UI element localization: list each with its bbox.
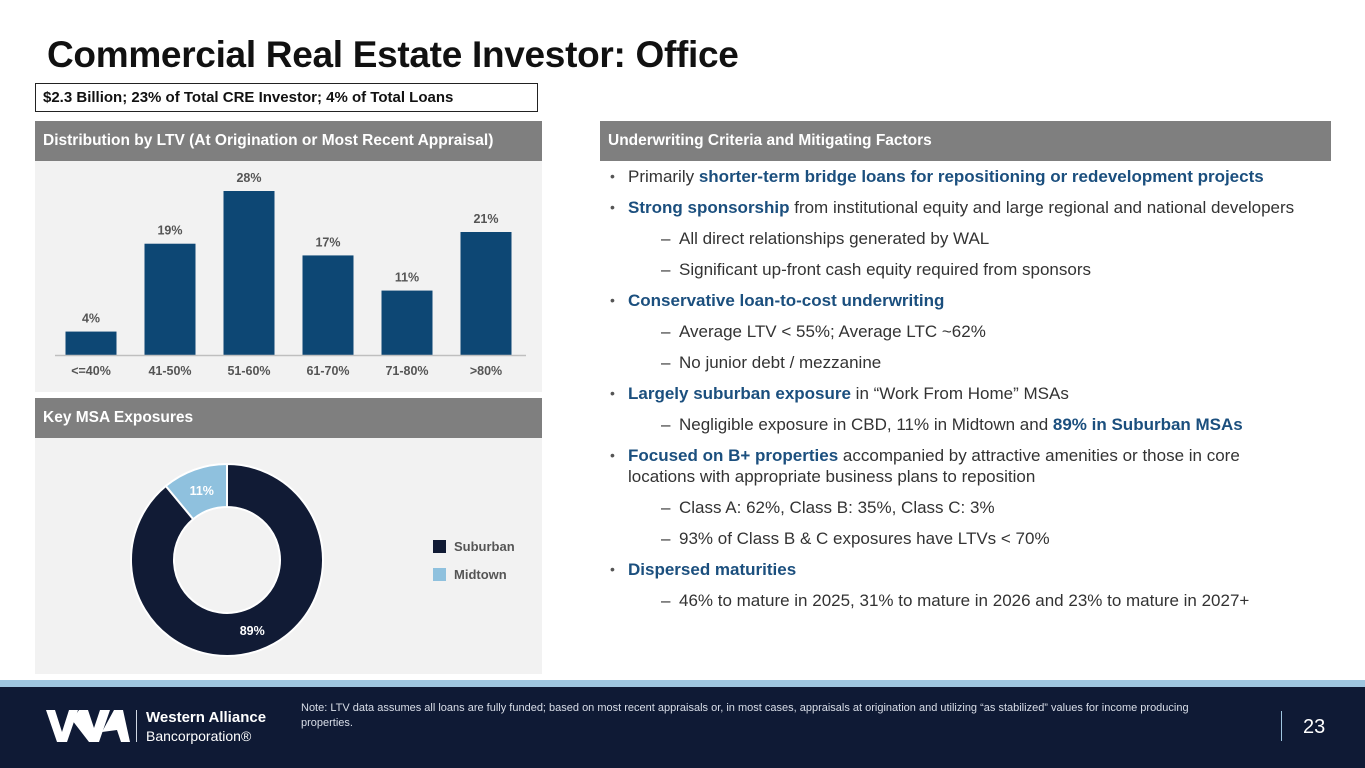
bullet-highlight: shorter-term bridge loans for reposition… xyxy=(698,167,1264,186)
sub-bullet-text: Average LTV < 55%; Average LTC ~62% xyxy=(679,322,986,341)
sub-bullet-dash: – xyxy=(661,591,671,610)
sub-bullet: – Negligible exposure in CBD, 11% in Midt… xyxy=(610,414,1300,435)
ltv-bar xyxy=(302,255,354,355)
sub-bullet-text: No junior debt / mezzanine xyxy=(679,353,882,372)
sub-bullet-text: Significant up-front cash equity require… xyxy=(679,260,1091,279)
bullet-loan-to-cost: • Conservative loan-to-cost underwriting xyxy=(610,290,1300,311)
msa-chart-panel: 89% 11% Suburban Midtown xyxy=(35,438,542,674)
ltv-data-label: 21% xyxy=(473,212,498,226)
ltv-category-label: 41-50% xyxy=(148,364,191,378)
bullet-highlight: Strong sponsorship xyxy=(628,198,790,217)
company-logo-icon xyxy=(46,710,130,742)
bullet-sponsorship: • Strong sponsorship from institutional e… xyxy=(610,197,1300,218)
sub-bullet-text: Class A: 62%, Class B: 35%, Class C: 3% xyxy=(679,498,995,517)
brand-name: Western Alliance xyxy=(146,709,267,726)
ltv-category-label: 71-80% xyxy=(385,364,428,378)
bullet-suburban: • Largely suburban exposure in “Work From… xyxy=(610,383,1300,404)
bullet-dot: • xyxy=(610,385,615,401)
underwriting-header: Underwriting Criteria and Mitigating Fac… xyxy=(600,121,1331,161)
ltv-bar xyxy=(381,290,433,355)
sub-bullet-text: All direct relationships generated by WA… xyxy=(679,229,990,248)
brand-divider xyxy=(136,710,137,742)
bullet-dot: • xyxy=(610,561,615,577)
midtown-swatch xyxy=(433,568,446,581)
ltv-category-label: <=40% xyxy=(71,364,111,378)
bullet-b-plus: • Focused on B+ properties accompanied by… xyxy=(610,445,1300,487)
bullet-dot: • xyxy=(610,199,615,215)
ltv-data-label: 11% xyxy=(395,271,419,285)
ltv-data-label: 4% xyxy=(82,312,100,326)
summary-box: $2.3 Billion; 23% of Total CRE Investor;… xyxy=(35,83,538,112)
bullet-highlight: Focused on B+ properties xyxy=(628,446,839,465)
sub-bullet-text: 93% of Class B & C exposures have LTVs <… xyxy=(679,529,1050,548)
bullet-text: accompanied by attractive amenities or t… xyxy=(628,446,1240,486)
donut-slice-midtown xyxy=(164,462,228,521)
sub-bullet-dash: – xyxy=(661,498,671,517)
ltv-bar-chart: 4% <=40% 19% 41-50% 28% 51-60% 17% 61-70% 11% 71-… xyxy=(55,171,526,378)
sub-bullet-dash: – xyxy=(661,415,671,434)
donut-slice-suburban xyxy=(130,462,324,657)
page-number: 23 xyxy=(1303,716,1326,738)
ltv-bar xyxy=(460,232,512,355)
suburban-swatch xyxy=(433,540,446,553)
sub-bullet: – Average LTV < 55%; Average LTC ~62% xyxy=(610,321,1300,342)
ltv-chart-panel: 4% <=40% 19% 41-50% 28% 51-60% 17% 61-70% 11% 71-… xyxy=(35,161,542,392)
sub-bullet-dash: – xyxy=(661,353,671,372)
legend-midtown-label: Midtown xyxy=(454,567,507,582)
bullet-highlight: Dispersed maturities xyxy=(628,560,797,579)
sub-bullet-text: 46% to mature in 2025, 31% to mature in … xyxy=(679,591,1250,610)
bullet-highlight: Largely suburban exposure xyxy=(628,384,851,403)
bullet-text: Primarily xyxy=(628,167,699,186)
msa-panel-header: Key MSA Exposures xyxy=(35,398,542,438)
page-title: Commercial Real Estate Investor: Office xyxy=(47,34,739,75)
legend-suburban-label: Suburban xyxy=(454,539,515,554)
msa-donut-chart: 89% 11% xyxy=(130,462,324,657)
ltv-data-label: 19% xyxy=(157,224,182,238)
bullet-dot: • xyxy=(610,292,615,308)
ltv-bar xyxy=(65,331,117,355)
sub-bullet-dash: – xyxy=(661,260,671,279)
sub-bullet: – All direct relationships generated by W… xyxy=(610,228,1300,249)
footer-stripe xyxy=(0,680,1365,687)
legend-suburban: Suburban xyxy=(433,539,515,554)
ltv-panel-header: Distribution by LTV (At Origination or M… xyxy=(35,121,542,161)
bullet-dot: • xyxy=(610,447,615,463)
footnote: Note: LTV data assumes all loans are ful… xyxy=(301,702,1189,729)
sub-bullet: –46% to mature in 2025, 31% to mature in… xyxy=(610,590,1300,611)
ltv-category-label: 61-70% xyxy=(306,364,349,378)
sub-bullet: –93% of Class B & C exposures have LTVs … xyxy=(610,528,1300,549)
bullet-maturities: • Dispersed maturities xyxy=(610,559,1300,580)
sub-bullet-highlight: 89% in Suburban MSAs xyxy=(1052,415,1243,434)
sub-bullet-text: Negligible exposure in CBD, 11% in Midto… xyxy=(679,415,1053,434)
sub-bullet: – Significant up-front cash equity requir… xyxy=(610,259,1300,280)
sub-bullet-dash: – xyxy=(661,322,671,341)
bullet-dot: • xyxy=(610,168,615,184)
bullet-text: in “Work From Home” MSAs xyxy=(850,384,1069,403)
brand-subname: Bancorporation® xyxy=(146,728,252,744)
ltv-bar xyxy=(223,191,275,355)
sub-bullet-dash: – xyxy=(661,229,671,248)
donut-data-label: 89% xyxy=(240,624,265,638)
sub-bullet: – Class A: 62%, Class B: 35%, Class C: 3% xyxy=(610,497,1300,518)
bullet-bridge-loans: • Primarily shorter-term bridge loans for… xyxy=(610,166,1300,187)
page-number-divider xyxy=(1281,711,1282,741)
bullet-highlight: Conservative loan-to-cost underwriting xyxy=(628,291,945,310)
sub-bullet-dash: – xyxy=(661,529,671,548)
bullet-text: from institutional equity and large regi… xyxy=(789,198,1295,217)
legend-midtown: Midtown xyxy=(433,567,507,582)
ltv-category-label: 51-60% xyxy=(227,364,270,378)
donut-data-label: 11% xyxy=(190,484,214,498)
sub-bullet: – No junior debt / mezzanine xyxy=(610,352,1300,373)
underwriting-list: • Primarily shorter-term bridge loans for… xyxy=(610,166,1300,621)
ltv-bar xyxy=(144,243,196,355)
ltv-data-label: 28% xyxy=(236,171,261,185)
ltv-data-label: 17% xyxy=(315,235,340,249)
ltv-category-label: >80% xyxy=(470,364,502,378)
footer-bar xyxy=(0,680,1365,768)
